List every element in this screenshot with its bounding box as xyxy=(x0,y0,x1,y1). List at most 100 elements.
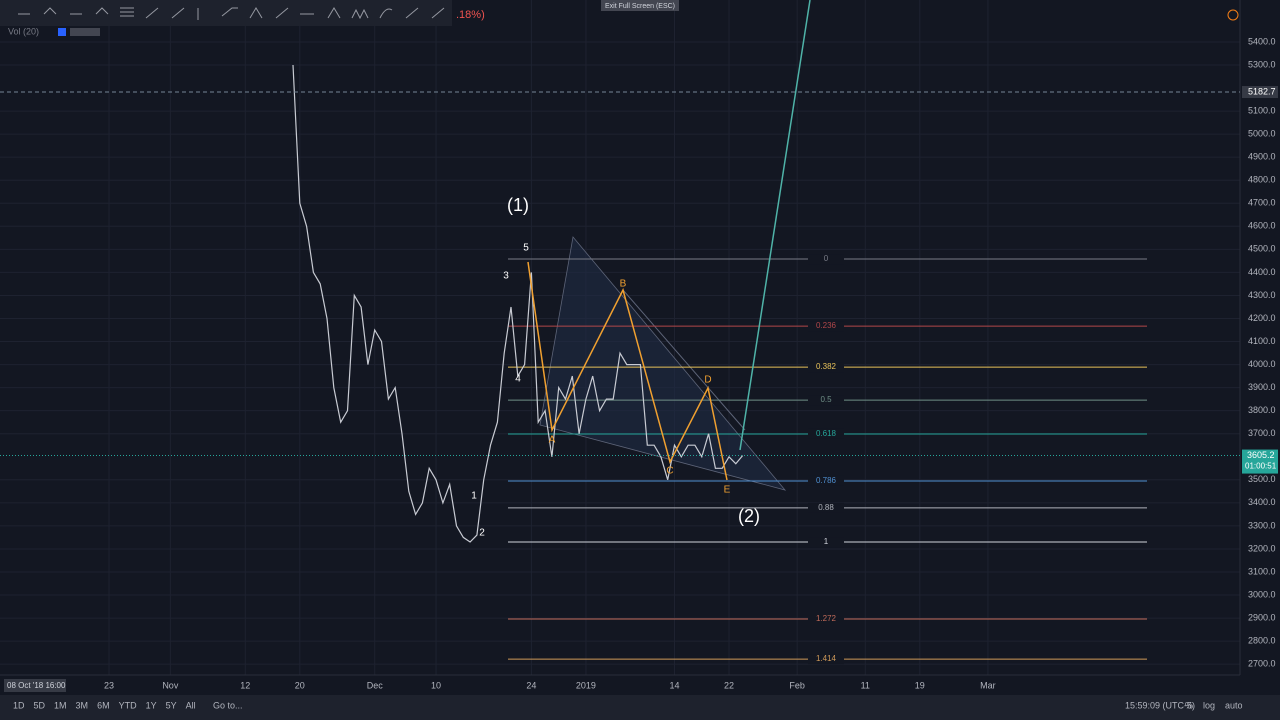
fib-label-bg xyxy=(808,502,844,513)
y-tick-label: 5300.0 xyxy=(1248,59,1276,69)
x-tick-label: 12 xyxy=(240,680,250,690)
pattern-label: B xyxy=(620,279,627,290)
x-tick-label: 23 xyxy=(104,680,114,690)
x-tick-label: 24 xyxy=(526,680,536,690)
percent-toggle[interactable]: % xyxy=(1185,700,1193,710)
y-tick-label: 2700.0 xyxy=(1248,659,1276,669)
trend-line xyxy=(622,289,746,431)
y-tick-label: 5000.0 xyxy=(1248,128,1276,138)
y-tick-label: 3800.0 xyxy=(1248,405,1276,415)
y-tick-label: 4100.0 xyxy=(1248,336,1276,346)
x-tick-label: 19 xyxy=(915,680,925,690)
fib-label: 0.618 xyxy=(816,429,837,438)
exit-text: Exit Full Screen (ESC) xyxy=(605,3,675,10)
volume-label: Vol (20) xyxy=(8,26,39,36)
fib-label-bg xyxy=(808,654,844,665)
x-tick-label: Dec xyxy=(367,680,384,690)
y-tick-label: 4900.0 xyxy=(1248,152,1276,162)
wave-label: 5 xyxy=(523,243,529,254)
x-tick-label: Feb xyxy=(789,680,805,690)
y-tick-label: 2900.0 xyxy=(1248,612,1276,622)
fib-label: 0.786 xyxy=(816,476,837,485)
range-button[interactable]: 1D xyxy=(13,700,25,710)
x-tick-label: 20 xyxy=(295,680,305,690)
y-tick-label: 5400.0 xyxy=(1248,36,1276,46)
y-tick-label: 3900.0 xyxy=(1248,382,1276,392)
ranges: 1D 5D 1M 3M 6M YTD 1Y 5Y All xyxy=(13,700,196,710)
y-tick-label: 5100.0 xyxy=(1248,105,1276,115)
last-price-bg xyxy=(1242,449,1278,474)
fib-label-bg xyxy=(808,613,844,624)
y-tick-label: 3300.0 xyxy=(1248,520,1276,530)
price xyxy=(292,64,744,543)
x-tick-label: 2019 xyxy=(576,680,596,690)
x-tick-label: Mar xyxy=(980,680,996,690)
fib-label: 1.414 xyxy=(816,654,837,663)
y-tick-label: 3000.0 xyxy=(1248,589,1276,599)
range-button[interactable]: 1M xyxy=(54,700,67,710)
start-label: 08 Oct '18 16:00 xyxy=(7,681,66,690)
range-button[interactable]: 1Y xyxy=(146,700,157,710)
log-toggle[interactable]: log xyxy=(1203,700,1215,710)
toolbar-icons xyxy=(18,7,445,20)
projection xyxy=(739,0,811,451)
wave-label: (2) xyxy=(738,506,760,526)
range-button[interactable]: 3M xyxy=(76,700,89,710)
y-tick-label: 4400.0 xyxy=(1248,267,1276,277)
clock: 15:59:09 (UTC-5) xyxy=(1125,700,1195,710)
range-button[interactable]: YTD xyxy=(119,700,138,710)
y-tick-label: 3400.0 xyxy=(1248,497,1276,507)
wave-label: 2 xyxy=(479,528,485,539)
y-tick-label: 4600.0 xyxy=(1248,221,1276,231)
goto[interactable]: Go to... xyxy=(213,700,243,710)
countdown: 01:00:51 xyxy=(1245,462,1277,471)
last-price: 3605.2 xyxy=(1247,450,1275,460)
fib-label: 0.5 xyxy=(820,395,832,404)
range-button[interactable]: All xyxy=(186,700,196,710)
x-tick-label: 11 xyxy=(861,680,870,690)
pattern-label: D xyxy=(704,375,711,386)
x-tick-label: Nov xyxy=(162,680,179,690)
x-tick-label: 10 xyxy=(431,680,441,690)
alert-icon[interactable] xyxy=(1227,9,1239,21)
wave-label: 4 xyxy=(515,374,521,385)
fib-label-bg xyxy=(808,254,844,265)
y-tick-label: 4300.0 xyxy=(1248,290,1276,300)
range-button[interactable]: 6M xyxy=(97,700,110,710)
x-tick-label: 22 xyxy=(724,680,734,690)
fib-label: 1 xyxy=(824,537,829,546)
pattern-label: C xyxy=(666,466,673,477)
fib-label-bg xyxy=(808,395,844,406)
fib-label-bg xyxy=(808,475,844,486)
price-line xyxy=(292,64,744,543)
price-axis xyxy=(1240,0,1280,675)
fib-label-bg xyxy=(808,362,844,373)
y-tick-label: 2800.0 xyxy=(1248,635,1276,645)
fib-label: 1.272 xyxy=(816,614,837,623)
fib-label-bg xyxy=(808,321,844,332)
fib-levels: 0 0.236 0.382 0.5 0.618 0.786 0.88 1 1.272 1.414 xyxy=(508,254,1147,665)
y-tick-label: 4000.0 xyxy=(1248,359,1276,369)
y-tick-label: 3200.0 xyxy=(1248,543,1276,553)
exit-button[interactable] xyxy=(601,0,679,11)
y-tick-label: 4200.0 xyxy=(1248,313,1276,323)
crosshair-bg xyxy=(1242,86,1278,99)
wave-label: 3 xyxy=(503,271,509,282)
range-button[interactable]: 5Y xyxy=(166,700,177,710)
bottom-toolbar xyxy=(0,695,1280,720)
auto-toggle[interactable]: auto xyxy=(1225,700,1243,710)
range-button[interactable]: 5D xyxy=(34,700,46,710)
triangle xyxy=(539,236,787,491)
icon[interactable] xyxy=(58,28,66,36)
abcde-pattern xyxy=(527,261,728,481)
crosshair-label: 5182.7 xyxy=(1248,86,1276,96)
wave-label: (1) xyxy=(507,195,529,215)
fib-label-bg xyxy=(808,428,844,439)
y-tick-label: 3700.0 xyxy=(1248,428,1276,438)
fib-label: 0.382 xyxy=(816,362,837,371)
icon[interactable] xyxy=(70,28,100,36)
fib-label: 0.236 xyxy=(816,321,837,330)
fib-label: 0.88 xyxy=(818,503,834,512)
x-tick-label: 14 xyxy=(669,680,679,690)
